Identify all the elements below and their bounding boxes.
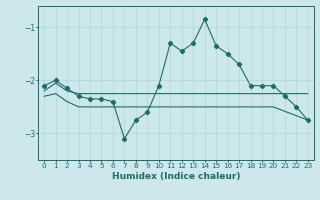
X-axis label: Humidex (Indice chaleur): Humidex (Indice chaleur)	[112, 172, 240, 181]
